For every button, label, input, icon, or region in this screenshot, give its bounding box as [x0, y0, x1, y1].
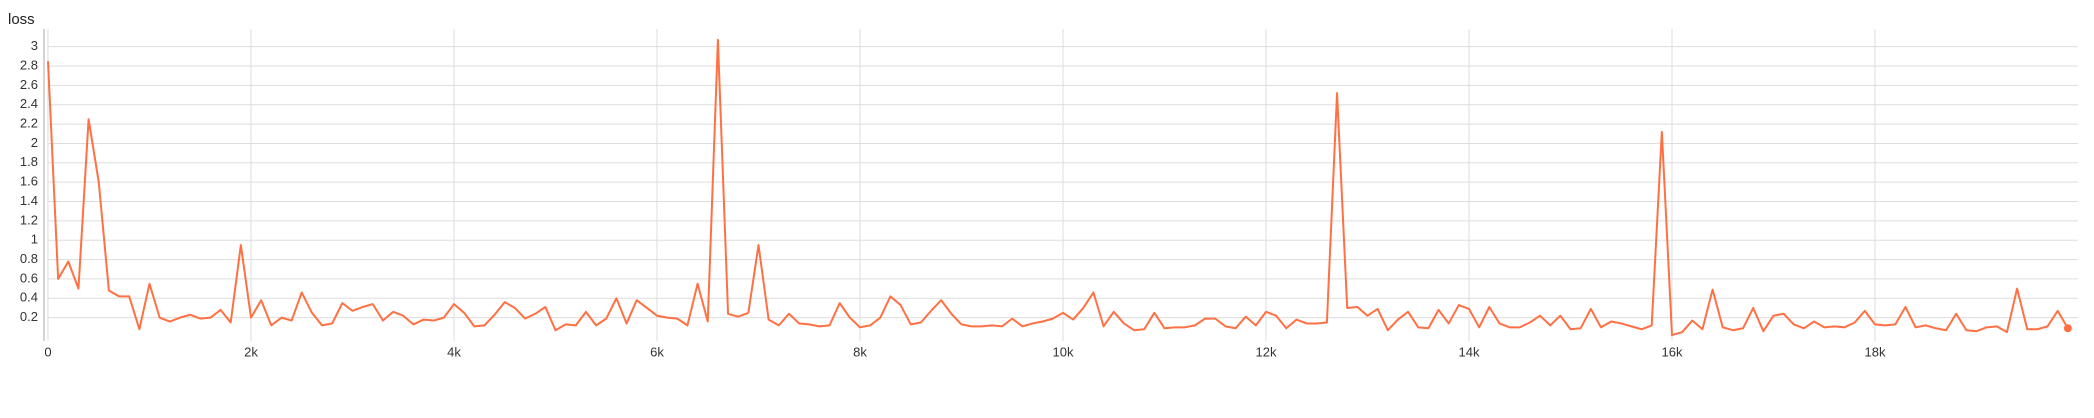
y-tick-label: 2.2 — [20, 116, 38, 131]
x-tick-label: 0 — [44, 344, 51, 359]
chart-title: loss — [8, 11, 35, 28]
x-tick-label: 6k — [650, 344, 664, 359]
last-point — [2063, 324, 2072, 333]
y-tick-label: 0.8 — [20, 251, 38, 266]
loss-line — [47, 38, 2069, 337]
y-tick-label: 1 — [31, 232, 38, 247]
x-tick-label: 4k — [447, 344, 461, 359]
x-tick-label: 14k — [1459, 344, 1480, 359]
y-tick-label: 1.6 — [20, 174, 38, 189]
y-tick-label: 0.6 — [20, 270, 38, 285]
x-tick-label: 8k — [853, 344, 867, 359]
y-tick-label: 2.4 — [20, 96, 38, 111]
y-tick-label: 1.4 — [20, 193, 38, 208]
x-tick-label: 12k — [1256, 344, 1277, 359]
y-tick-label: 0.4 — [20, 290, 38, 305]
x-tick-label: 16k — [1662, 344, 1683, 359]
y-tick-label: 2.8 — [20, 57, 38, 72]
x-tick-label: 2k — [244, 344, 258, 359]
x-tick-label: 18k — [1865, 344, 1886, 359]
y-tick-label: 1.8 — [20, 154, 38, 169]
y-tick-label: 2 — [31, 135, 38, 150]
y-tick-label: 0.2 — [20, 309, 38, 324]
y-tick-label: 1.2 — [20, 212, 38, 227]
y-tick-label: 3 — [31, 38, 38, 53]
x-tick-label: 10k — [1053, 344, 1074, 359]
y-tick-label: 2.6 — [20, 77, 38, 92]
